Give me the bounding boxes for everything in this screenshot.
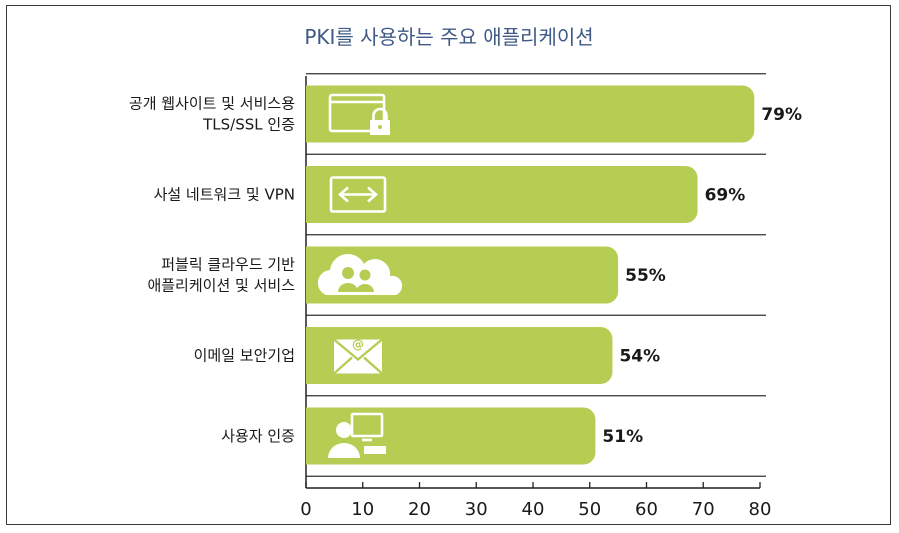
x-tick-label: 20: [408, 499, 431, 520]
category-label: 사용자 인증: [221, 427, 295, 445]
data-label: 51%: [602, 427, 643, 447]
x-tick-label: 30: [465, 499, 488, 520]
svg-text:@: @: [352, 338, 364, 352]
x-tick-label: 80: [749, 499, 772, 520]
category-label: 퍼블릭 클라우드 기반: [161, 256, 295, 274]
cloud-users-icon: [317, 254, 403, 295]
user-computer-icon: [328, 412, 386, 458]
x-tick-label: 50: [578, 499, 601, 520]
x-tick-label: 60: [635, 499, 658, 520]
data-label: 69%: [705, 186, 746, 206]
email-icon: @: [333, 338, 383, 375]
category-label: 공개 웹사이트 및 서비스용: [129, 95, 295, 113]
x-tick-label: 40: [522, 499, 545, 520]
bar: [306, 85, 755, 143]
category-label: 사설 네트워크 및 VPN: [154, 186, 295, 204]
category-label: TLS/SSL 인증: [202, 116, 295, 134]
bar: [306, 327, 613, 384]
data-label: 54%: [619, 347, 660, 367]
chart-title: PKI를 사용하는 주요 애플리케이션: [304, 25, 593, 49]
category-label: 애플리케이션 및 서비스: [147, 277, 295, 295]
x-tick-label: 70: [692, 499, 715, 520]
x-tick-label: 0: [300, 499, 311, 520]
category-label: 이메일 보안기업: [194, 347, 295, 365]
data-label: 79%: [761, 105, 802, 125]
x-tick-label: 10: [351, 499, 374, 520]
bar: [306, 166, 698, 223]
data-label: 55%: [625, 266, 666, 286]
browser-lock-icon: [328, 93, 390, 135]
network-arrows-icon: [329, 176, 387, 213]
